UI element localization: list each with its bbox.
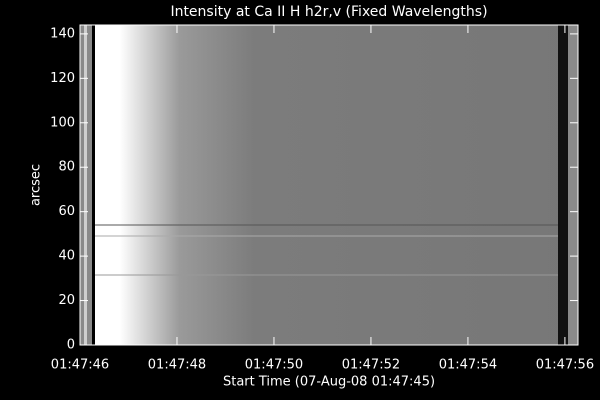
x-tick-label: 01:47:48 [148,358,206,373]
x-tick-label: 01:47:52 [342,358,400,373]
x-tick-label: 01:47:50 [245,358,303,373]
image-edge [84,25,87,345]
x-tick-label: 01:47:46 [51,358,109,373]
y-tick-label: 20 [58,293,75,308]
chart-title: Intensity at Ca II H h2r,v (Fixed Wavele… [170,4,487,20]
y-tick-label: 100 [50,115,75,130]
plot-frame [79,24,579,346]
x-tick-label: 01:47:54 [439,358,497,373]
image-body [80,25,578,345]
image-edge [92,25,95,345]
image [80,25,578,345]
y-tick-label: 140 [50,26,75,41]
x-axis-label: Start Time (07-Aug-08 01:47:45) [223,375,435,390]
y-tick-label: 0 [67,338,75,353]
y-axis-label: arcsec [29,164,44,206]
x-tick-label: 01:47:56 [536,358,594,373]
image-edge [568,25,578,345]
y-tick-label: 40 [58,249,75,264]
y-tick-label: 80 [58,160,75,175]
y-tick-label: 120 [50,71,75,86]
image-edge [558,25,568,345]
y-tick-label: 60 [58,204,75,219]
